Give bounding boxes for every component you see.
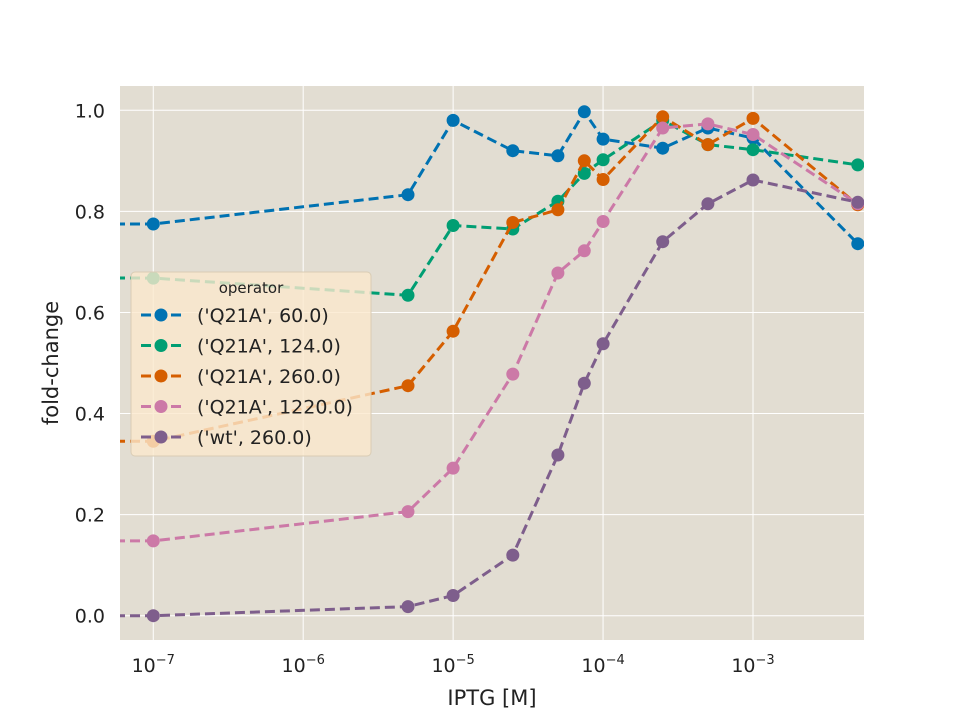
data-point bbox=[506, 216, 520, 229]
x-tick-exponent: −3 bbox=[756, 653, 775, 668]
x-tick-exponent: −6 bbox=[306, 653, 325, 668]
x-tick-base: 10 bbox=[581, 655, 605, 677]
data-point bbox=[701, 138, 715, 152]
x-tick-base: 10 bbox=[282, 655, 306, 677]
data-point bbox=[551, 149, 565, 163]
legend: operator ('Q21A', 60.0) ('Q21A', 124.0) ('… bbox=[130, 271, 372, 457]
x-tick-exponent: −7 bbox=[156, 653, 175, 668]
data-point bbox=[446, 461, 460, 475]
x-tick-exponent: −4 bbox=[606, 653, 625, 668]
y-tick-label: 0.4 bbox=[75, 404, 105, 426]
data-point bbox=[851, 195, 864, 209]
data-point bbox=[551, 203, 565, 217]
x-tick-base: 10 bbox=[132, 655, 156, 677]
legend-label: ('Q21A', 1220.0) bbox=[197, 397, 353, 419]
legend-label: ('Q21A', 260.0) bbox=[197, 366, 341, 388]
x-tick-exponent: −5 bbox=[456, 653, 475, 668]
x-tick-base: 10 bbox=[731, 655, 755, 677]
x-axis-label: IPTG [M] bbox=[447, 686, 536, 710]
legend-marker bbox=[154, 339, 168, 352]
data-point bbox=[577, 244, 591, 258]
data-point bbox=[551, 266, 565, 280]
data-point bbox=[551, 448, 565, 462]
data-point bbox=[746, 173, 760, 187]
data-point bbox=[656, 141, 670, 155]
legend-marker bbox=[154, 430, 168, 444]
x-tick-label: 10−5 bbox=[431, 653, 474, 677]
data-point bbox=[746, 143, 760, 157]
data-point bbox=[746, 111, 760, 125]
data-point bbox=[401, 600, 415, 614]
data-point bbox=[577, 105, 591, 119]
data-point bbox=[146, 609, 160, 623]
y-axis-ticks: 0.0 0.2 0.4 0.6 0.8 1.0 bbox=[75, 100, 105, 627]
legend-title: operator bbox=[219, 279, 284, 297]
data-point bbox=[851, 237, 864, 251]
data-point bbox=[146, 217, 160, 231]
data-point bbox=[446, 219, 460, 232]
data-point bbox=[506, 144, 520, 158]
x-tick-label: 10−4 bbox=[581, 653, 624, 677]
data-point bbox=[596, 215, 610, 228]
y-tick-label: 1.0 bbox=[75, 100, 105, 122]
data-point bbox=[596, 153, 610, 167]
legend-box bbox=[130, 271, 372, 457]
data-point bbox=[701, 117, 715, 131]
data-point bbox=[446, 113, 460, 127]
x-tick-label: 10−3 bbox=[731, 653, 774, 677]
y-tick-label: 0.2 bbox=[75, 505, 105, 527]
x-axis-ticks: 10−7 10−6 10−5 10−4 10−3 bbox=[132, 653, 775, 677]
y-tick-label: 0.6 bbox=[75, 302, 105, 324]
data-point bbox=[446, 589, 460, 602]
data-point bbox=[656, 235, 670, 249]
series-group bbox=[120, 105, 864, 623]
series-line bbox=[120, 118, 859, 297]
data-point bbox=[596, 337, 610, 351]
x-tick-label: 10−7 bbox=[132, 653, 175, 677]
data-point bbox=[401, 188, 415, 202]
x-tick-label: 10−6 bbox=[282, 653, 325, 677]
data-point bbox=[577, 154, 591, 168]
data-point bbox=[851, 158, 864, 172]
data-point bbox=[401, 505, 415, 519]
legend-marker bbox=[154, 308, 168, 322]
data-point bbox=[506, 548, 520, 562]
data-point bbox=[596, 132, 610, 146]
data-point bbox=[146, 534, 160, 548]
legend-marker bbox=[154, 369, 168, 383]
data-point bbox=[401, 379, 415, 393]
data-point bbox=[701, 197, 715, 211]
series-line bbox=[120, 110, 859, 245]
y-axis-label: fold-change bbox=[39, 301, 63, 425]
y-tick-label: 0.0 bbox=[75, 606, 105, 628]
data-point bbox=[577, 376, 591, 390]
data-point bbox=[446, 324, 460, 338]
legend-label: ('wt', 260.0) bbox=[197, 427, 312, 449]
data-point bbox=[746, 128, 760, 141]
data-point bbox=[656, 110, 670, 124]
data-point bbox=[401, 288, 415, 302]
data-point bbox=[506, 367, 520, 381]
legend-label: ('Q21A', 60.0) bbox=[197, 305, 329, 327]
data-point bbox=[656, 121, 670, 135]
data-point bbox=[577, 166, 591, 180]
legend-marker bbox=[154, 400, 168, 413]
legend-label: ('Q21A', 124.0) bbox=[197, 336, 341, 358]
data-point bbox=[596, 173, 610, 186]
y-tick-label: 0.8 bbox=[75, 201, 105, 223]
series-line bbox=[120, 178, 859, 618]
x-tick-base: 10 bbox=[431, 655, 455, 677]
series-line bbox=[120, 122, 859, 543]
